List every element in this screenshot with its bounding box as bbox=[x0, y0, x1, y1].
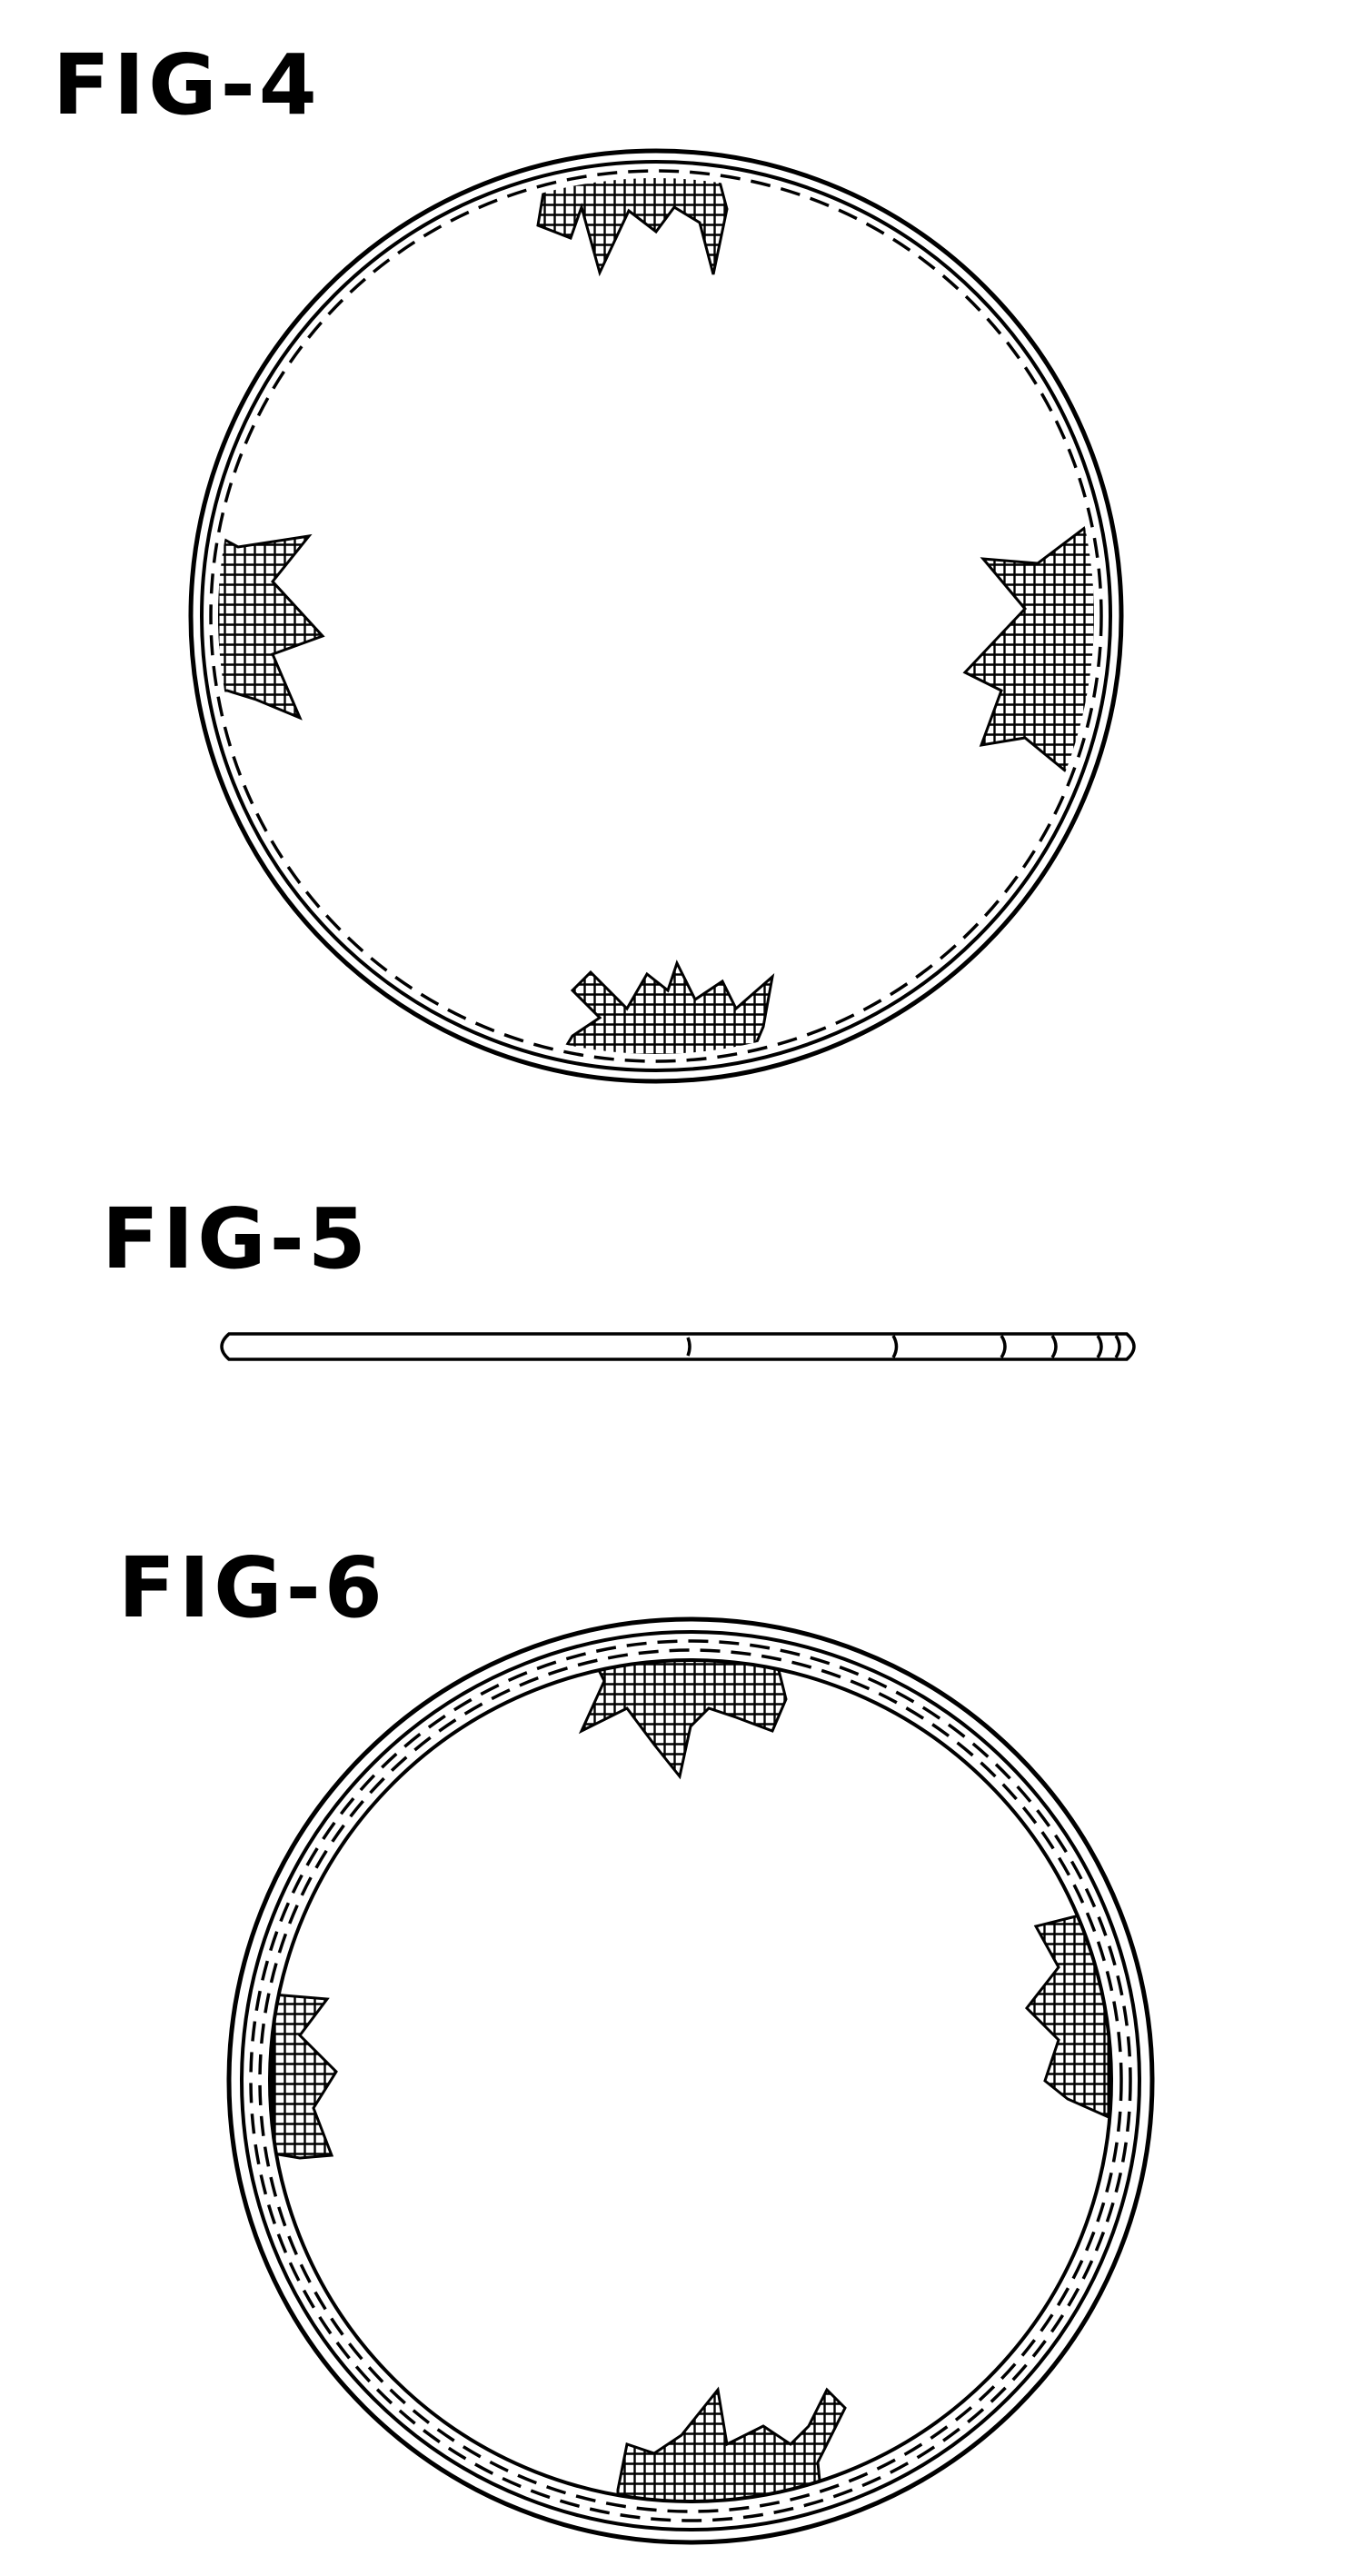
figure-6-drawing bbox=[0, 1581, 1363, 2576]
figure-5-drawing bbox=[0, 1308, 1363, 1381]
hatch-patch-top bbox=[509, 164, 727, 274]
disc-rim bbox=[191, 151, 1121, 1081]
figure-4-drawing bbox=[0, 0, 1363, 1109]
hatch-patch-bottom bbox=[562, 963, 772, 1059]
disc-rim bbox=[229, 1619, 1152, 2542]
hatch-patch-bottom bbox=[618, 2390, 845, 2508]
disc-edge-profile bbox=[222, 1334, 1134, 1359]
hatch-patch-left bbox=[218, 536, 323, 718]
hatch-patch-right bbox=[1027, 1908, 1109, 2117]
crosshatch-patches bbox=[218, 164, 1104, 1059]
hatch-patch-left bbox=[273, 1994, 336, 2158]
hatch-patch-right bbox=[965, 509, 1104, 771]
figure-5-label: FIG-5 bbox=[102, 1198, 370, 1281]
